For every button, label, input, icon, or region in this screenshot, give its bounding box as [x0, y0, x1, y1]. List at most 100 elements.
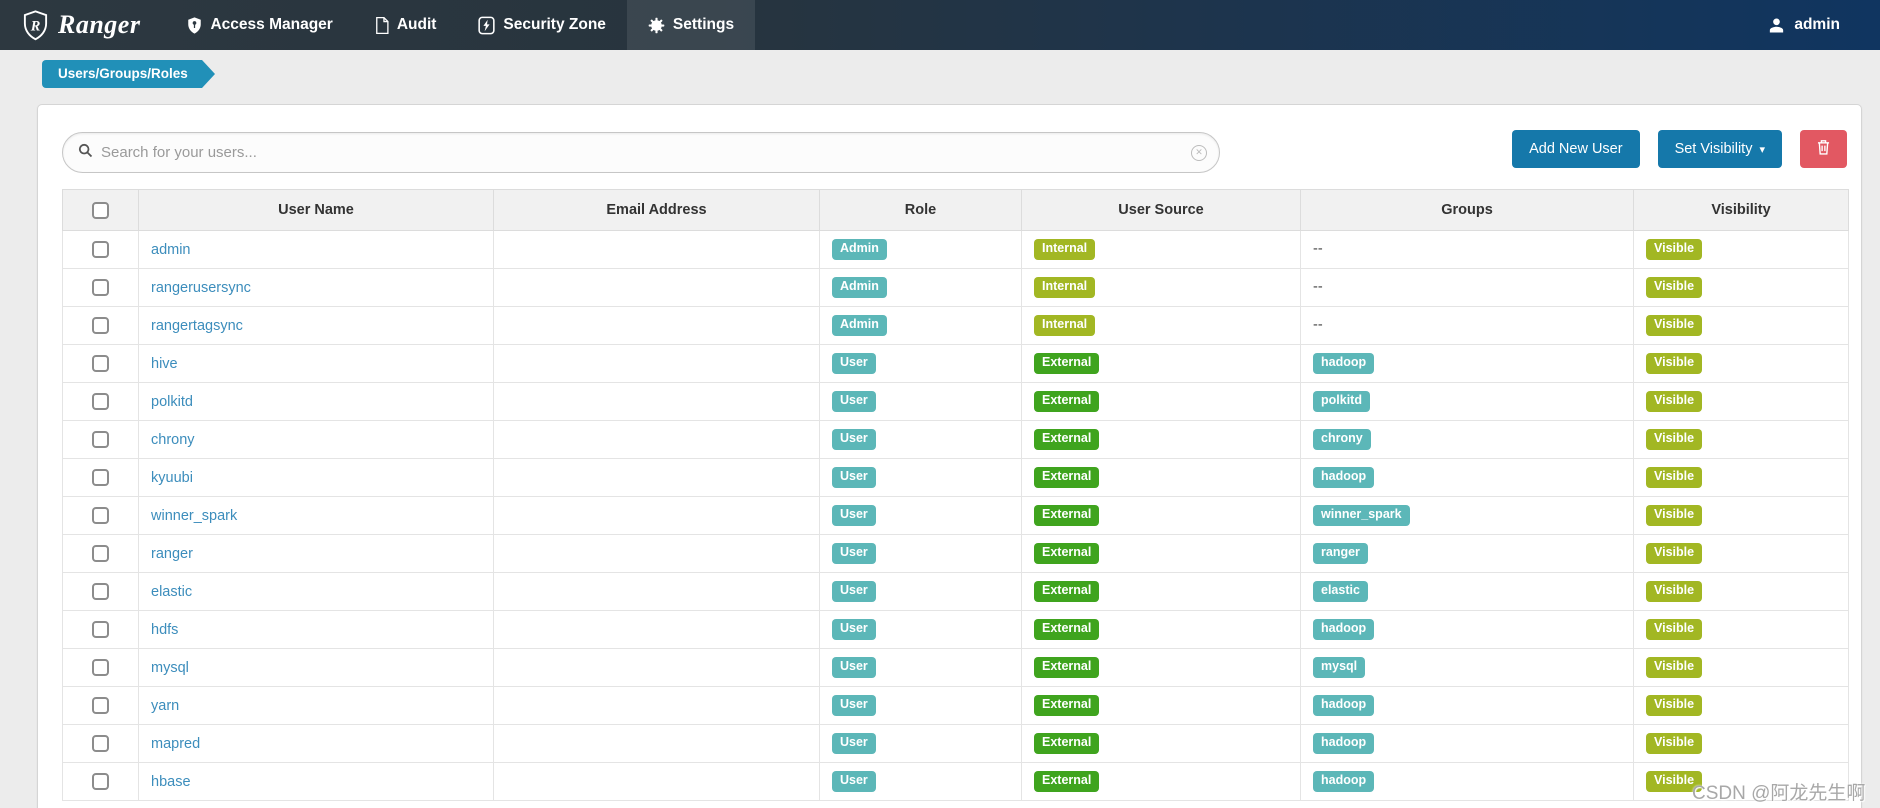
role-badge: User: [832, 429, 876, 450]
user-link[interactable]: mapred: [151, 735, 201, 752]
user-avatar-icon: [1767, 16, 1786, 35]
user-link[interactable]: chrony: [151, 431, 195, 448]
row-checkbox[interactable]: [92, 697, 109, 714]
email-cell: [493, 610, 820, 649]
row-checkbox[interactable]: [92, 507, 109, 524]
group-badge[interactable]: hadoop: [1313, 467, 1375, 488]
search-icon: [78, 143, 93, 163]
row-checkbox[interactable]: [92, 393, 109, 410]
user-source-cell: External: [1021, 648, 1301, 687]
row-checkbox[interactable]: [92, 241, 109, 258]
ranger-logo[interactable]: R Ranger: [0, 0, 166, 50]
role-cell: Admin: [819, 230, 1022, 269]
header-role: Role: [819, 189, 1022, 231]
nav-item-access-manager[interactable]: Access Manager: [166, 0, 353, 50]
group-badge[interactable]: hadoop: [1313, 619, 1375, 640]
group-badge[interactable]: ranger: [1313, 543, 1368, 564]
clear-search-icon[interactable]: ✕: [1191, 144, 1207, 161]
user-source-badge: External: [1034, 619, 1100, 640]
group-badge[interactable]: chrony: [1313, 429, 1371, 450]
user-link[interactable]: kyuubi: [151, 469, 193, 486]
group-badge[interactable]: hadoop: [1313, 353, 1375, 374]
user-source-badge: External: [1034, 657, 1100, 678]
group-badge[interactable]: --: [1313, 241, 1323, 258]
user-link[interactable]: hbase: [151, 773, 191, 790]
user-source-badge: External: [1034, 733, 1100, 754]
user-source-cell: External: [1021, 382, 1301, 421]
row-checkbox[interactable]: [92, 583, 109, 600]
chevron-down-icon: ▾: [1759, 143, 1765, 156]
visibility-cell: Visible: [1633, 420, 1849, 459]
groups-cell: hadoop: [1300, 610, 1634, 649]
row-checkbox[interactable]: [92, 545, 109, 562]
user-link[interactable]: rangertagsync: [151, 317, 243, 334]
visibility-badge: Visible: [1646, 695, 1703, 716]
add-new-user-button[interactable]: Add New User: [1512, 130, 1640, 168]
visibility-badge: Visible: [1646, 467, 1703, 488]
group-badge[interactable]: winner_spark: [1313, 505, 1410, 526]
header-email-address: Email Address: [493, 189, 820, 231]
group-badge[interactable]: --: [1313, 317, 1323, 334]
user-source-badge: External: [1034, 391, 1100, 412]
user-link[interactable]: elastic: [151, 583, 193, 600]
user-link[interactable]: hdfs: [151, 621, 179, 638]
role-cell: Admin: [819, 268, 1022, 307]
search-input[interactable]: [101, 144, 1191, 161]
group-badge[interactable]: mysql: [1313, 657, 1366, 678]
header-visibility: Visibility: [1633, 189, 1849, 231]
row-checkbox[interactable]: [92, 355, 109, 372]
user-link[interactable]: hive: [151, 355, 178, 372]
content-panel: ✕ Add New User Set Visibility ▾: [37, 104, 1862, 808]
row-checkbox[interactable]: [92, 317, 109, 334]
email-cell: [493, 496, 820, 535]
nav-item-security-zone[interactable]: Security Zone: [457, 0, 627, 50]
visibility-cell: Visible: [1633, 230, 1849, 269]
user-link[interactable]: yarn: [151, 697, 180, 714]
group-badge[interactable]: hadoop: [1313, 733, 1375, 754]
group-badge[interactable]: elastic: [1313, 581, 1368, 602]
role-cell: User: [819, 382, 1022, 421]
visibility-badge: Visible: [1646, 771, 1703, 792]
group-badge[interactable]: --: [1313, 279, 1323, 296]
groups-cell: --: [1300, 230, 1634, 269]
row-checkbox-cell: [62, 496, 139, 535]
email-cell: [493, 458, 820, 497]
role-cell: User: [819, 610, 1022, 649]
nav-item-settings[interactable]: Settings: [626, 0, 756, 50]
group-badge[interactable]: hadoop: [1313, 695, 1375, 716]
table-row: admin Admin Internal -- Visible: [62, 230, 1849, 269]
group-badge[interactable]: hadoop: [1313, 771, 1375, 792]
row-checkbox-cell: [62, 230, 139, 269]
user-menu[interactable]: admin: [1747, 0, 1880, 50]
svg-text:R: R: [30, 18, 41, 34]
row-checkbox[interactable]: [92, 659, 109, 676]
visibility-badge: Visible: [1646, 391, 1703, 412]
nav-item-audit[interactable]: Audit: [354, 0, 458, 50]
set-visibility-label: Set Visibility: [1674, 141, 1753, 157]
row-checkbox[interactable]: [92, 621, 109, 638]
select-all-checkbox[interactable]: [92, 201, 109, 219]
user-source-badge: External: [1034, 543, 1100, 564]
email-cell: [493, 534, 820, 573]
table-row: kyuubi User External hadoop Visible: [62, 458, 1849, 497]
role-cell: User: [819, 344, 1022, 383]
group-badge[interactable]: polkitd: [1313, 391, 1370, 412]
breadcrumb[interactable]: Users/Groups/Roles: [42, 60, 215, 88]
user-link[interactable]: mysql: [151, 659, 189, 676]
user-source-cell: External: [1021, 534, 1301, 573]
user-link[interactable]: ranger: [151, 545, 193, 562]
delete-users-button[interactable]: [1800, 130, 1847, 168]
set-visibility-button[interactable]: Set Visibility ▾: [1657, 130, 1782, 168]
role-badge: Admin: [832, 277, 887, 298]
nav-item-label: Audit: [396, 16, 437, 33]
row-checkbox[interactable]: [92, 735, 109, 752]
user-name-cell: rangerusersync: [138, 268, 494, 307]
user-link[interactable]: rangerusersync: [151, 279, 251, 296]
user-link[interactable]: admin: [151, 241, 191, 258]
user-link[interactable]: polkitd: [151, 393, 193, 410]
user-link[interactable]: winner_spark: [151, 507, 238, 524]
row-checkbox[interactable]: [92, 431, 109, 448]
row-checkbox[interactable]: [92, 773, 109, 790]
row-checkbox[interactable]: [92, 279, 109, 296]
row-checkbox[interactable]: [92, 469, 109, 486]
